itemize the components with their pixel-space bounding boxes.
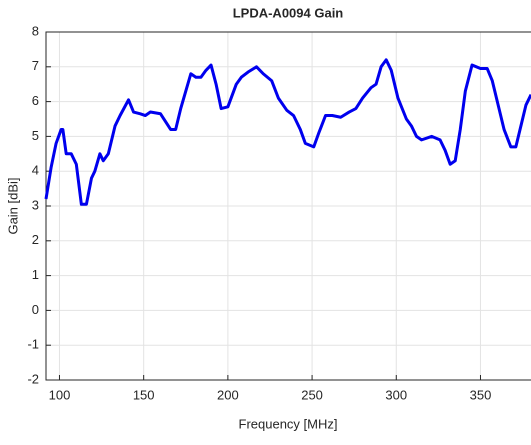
- chart-title: LPDA-A0094 Gain: [233, 5, 344, 20]
- y-tick-label: 7: [32, 58, 39, 73]
- y-tick-label: 0: [32, 302, 39, 317]
- y-tick-label: 8: [32, 23, 39, 38]
- y-tick-label: 5: [32, 128, 39, 143]
- data-line: [44, 58, 531, 206]
- y-tick-label: -1: [27, 337, 39, 352]
- y-tick-label: 3: [32, 197, 39, 212]
- x-tick-label: 100: [49, 387, 71, 402]
- axes-frame: [45, 31, 531, 381]
- y-tick-label: 6: [32, 93, 39, 108]
- x-tick-label: 250: [301, 387, 323, 402]
- y-tick-label: 4: [32, 163, 39, 178]
- x-tick-label: 350: [470, 387, 492, 402]
- x-axis-label: Frequency [MHz]: [239, 416, 338, 431]
- y-axis-label: Gain [dBi]: [5, 177, 20, 234]
- x-tick-label: 300: [385, 387, 407, 402]
- y-tick-label: 2: [32, 232, 39, 247]
- y-tick-label: -2: [27, 371, 39, 386]
- x-tick-label: 200: [217, 387, 239, 402]
- x-tick-label: 150: [133, 387, 155, 402]
- y-tick-label: 1: [32, 267, 39, 282]
